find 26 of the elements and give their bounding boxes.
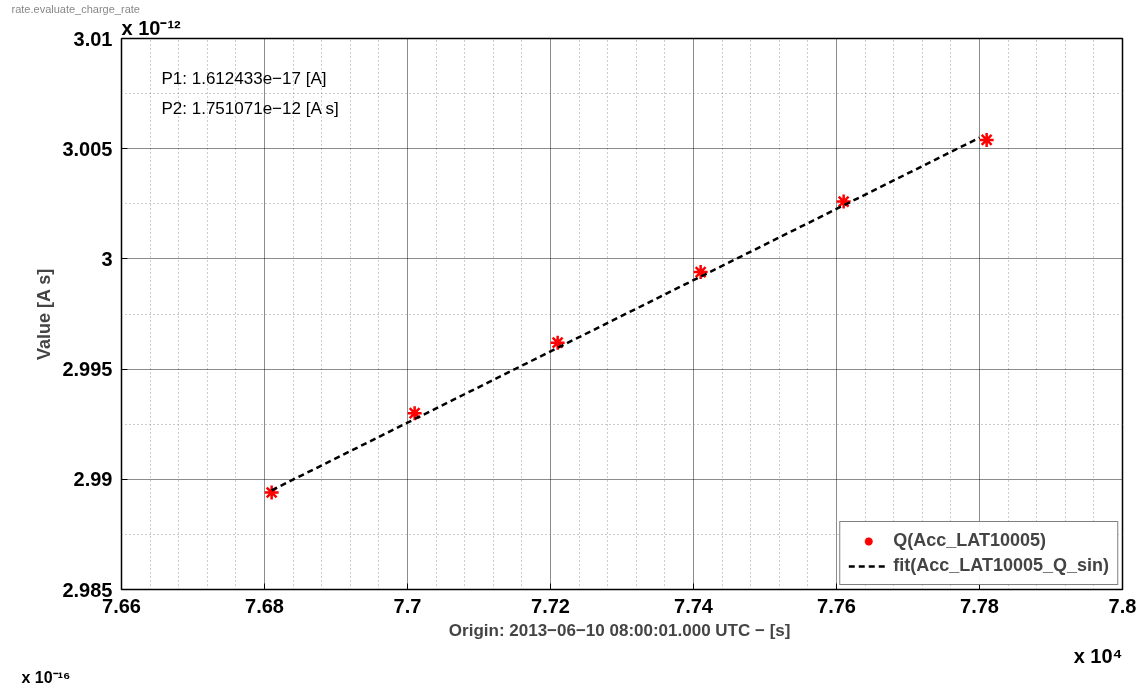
x-tick-label: 7.72 [531,594,570,617]
point [978,131,995,149]
text: rate.evaluate_charge_rate [11,2,140,15]
legend-label: Q(Acc_LAT10005) [893,530,1046,551]
text: x 10⁻¹⁶ [21,668,71,685]
text: x 10⁴ [1073,644,1123,667]
x-tick-label: 7.68 [245,594,284,617]
annotation: P1: 1.612433e−17 [A] [161,68,327,88]
y-tick-label: 3 [101,247,113,270]
annotation: x 10⁻¹² [121,16,182,39]
x-tick-label: 7.74 [674,594,714,617]
y-tick-label: 3.005 [62,137,113,160]
legend-label: fit(Acc_LAT10005_Q_sin) [893,555,1109,576]
annotation: P2: 1.751071e−12 [A s] [161,98,339,118]
point [549,334,566,351]
y-tick-label: 3.01 [73,27,113,50]
x-tick-label: 7.76 [817,594,856,617]
y-axis-title: Value [A s] [34,268,55,361]
point [406,404,423,422]
x-tick-label: 7.7 [393,594,422,617]
point [692,263,709,281]
y-tick-label: 2.99 [73,468,113,491]
x-axis-title: Origin: 2013−06−10 08:00:01.000 UTC − [s] [448,620,791,640]
x-tick-label: 7.8 [1108,594,1137,617]
x-tick-label: 7.78 [960,594,999,617]
y-tick-label: 2.995 [62,358,113,381]
